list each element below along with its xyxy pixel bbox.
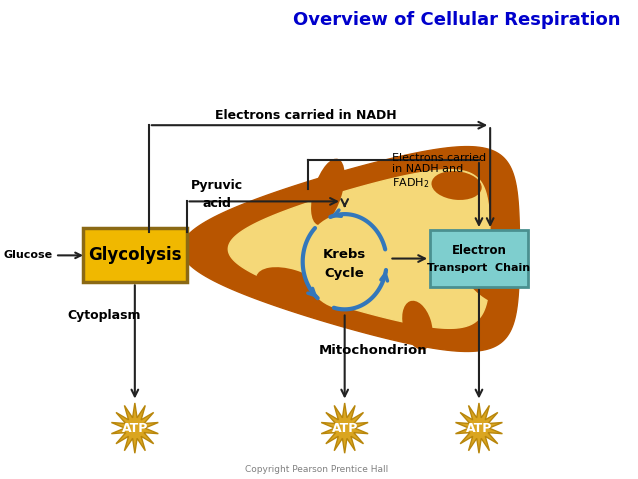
Circle shape [302,214,387,309]
Text: Cycle: Cycle [325,267,364,280]
Text: Transport  Chain: Transport Chain [427,263,531,273]
Ellipse shape [311,159,345,225]
Polygon shape [181,147,519,352]
Ellipse shape [256,267,327,307]
Text: ATP: ATP [466,422,492,434]
Text: ATP: ATP [332,422,358,434]
Text: Electrons carried
in NADH and
FADH$_2$: Electrons carried in NADH and FADH$_2$ [392,153,486,190]
FancyBboxPatch shape [83,228,186,282]
FancyBboxPatch shape [430,230,528,287]
Polygon shape [228,170,490,328]
Text: Glycolysis: Glycolysis [88,246,182,264]
Polygon shape [456,403,502,453]
Text: Cytoplasm: Cytoplasm [68,309,141,322]
Text: Mitochondrion: Mitochondrion [318,344,427,357]
Ellipse shape [431,171,482,200]
Text: ATP: ATP [122,422,148,434]
Text: Pyruvic: Pyruvic [191,179,244,192]
Text: Krebs: Krebs [323,248,366,261]
Polygon shape [321,403,368,453]
Text: acid: acid [203,197,232,210]
Ellipse shape [402,301,433,350]
Text: Electron: Electron [452,244,507,257]
Polygon shape [112,403,158,453]
Text: Electrons carried in NADH: Electrons carried in NADH [215,109,396,122]
Text: Overview of Cellular Respiration: Overview of Cellular Respiration [293,11,620,29]
Text: Copyright Pearson Prentice Hall: Copyright Pearson Prentice Hall [245,466,389,475]
Text: Glucose: Glucose [3,251,52,261]
Ellipse shape [465,268,515,307]
